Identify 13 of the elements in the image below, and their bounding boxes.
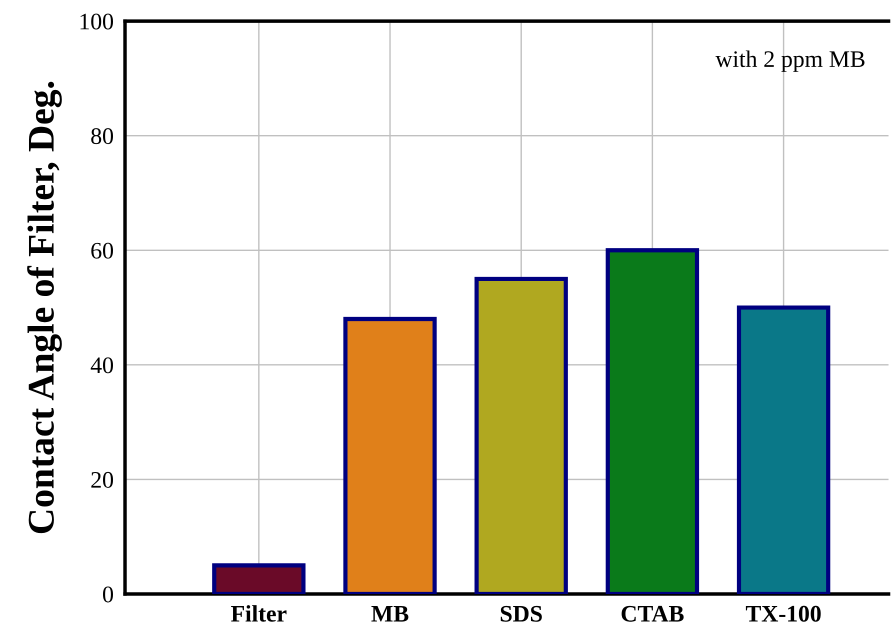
y-tick-label: 100 xyxy=(80,14,114,30)
y-tick-label: 0 xyxy=(103,586,114,602)
y-tick-label: 80 xyxy=(91,128,114,144)
y-tick-label: 20 xyxy=(91,472,114,488)
x-tick-label: TX-100 xyxy=(746,606,821,622)
y-tick-label: 60 xyxy=(91,242,114,259)
x-tick-label: Filter xyxy=(231,605,287,622)
y-tick-label: 40 xyxy=(90,357,114,374)
x-tick-label: CTAB xyxy=(622,606,684,622)
x-tick-label: MB xyxy=(371,606,408,622)
annotation: with 2 ppm MB xyxy=(715,50,864,72)
x-tick-label: SDS xyxy=(500,606,542,622)
y-axis-title: Contact Angle of Filter, Deg. xyxy=(27,82,62,534)
